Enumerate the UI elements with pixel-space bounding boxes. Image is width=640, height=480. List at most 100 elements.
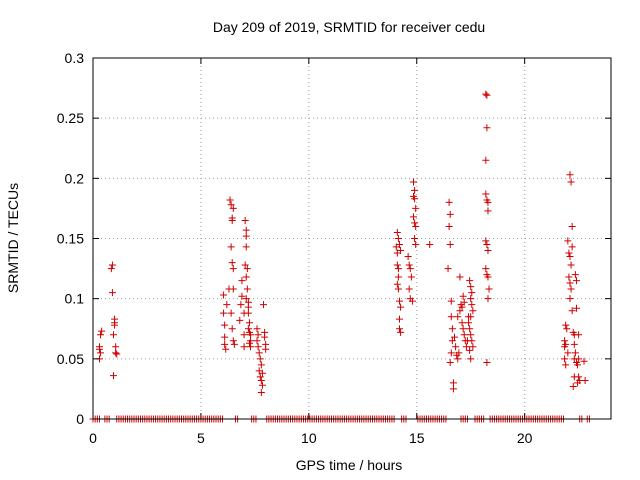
data-point	[253, 337, 261, 345]
data-point	[445, 222, 453, 230]
data-point	[575, 331, 583, 339]
data-point	[245, 319, 253, 327]
data-point	[467, 313, 475, 321]
data-point	[112, 343, 120, 351]
data-point	[468, 301, 476, 309]
data-point	[241, 216, 249, 224]
data-point	[244, 303, 252, 311]
data-point	[482, 156, 490, 164]
data-point	[484, 273, 492, 281]
data-point	[483, 241, 491, 249]
data-point	[112, 349, 120, 357]
data-point	[240, 343, 248, 351]
data-point	[561, 355, 569, 363]
chart-title: Day 209 of 2019, SRMTID for receiver ced…	[213, 19, 485, 35]
data-point	[242, 273, 250, 281]
data-point	[483, 124, 491, 132]
data-point	[254, 331, 262, 339]
data-point	[397, 328, 405, 336]
data-point	[405, 285, 413, 293]
data-point	[484, 295, 492, 303]
data-point	[393, 228, 401, 236]
data-point	[572, 304, 580, 312]
data-point	[257, 389, 265, 397]
data-point	[95, 345, 103, 353]
data-point	[561, 337, 569, 345]
data-point	[467, 355, 475, 363]
data-point	[242, 232, 250, 240]
data-point	[468, 289, 476, 297]
data-point	[220, 309, 228, 317]
y-tick-label: 0	[76, 411, 84, 427]
data-point	[395, 241, 403, 249]
data-point	[410, 178, 418, 186]
data-point	[408, 297, 416, 305]
data-point	[229, 265, 237, 273]
data-point	[254, 343, 262, 351]
data-point	[484, 207, 492, 215]
data-point	[242, 295, 250, 303]
data-point	[567, 261, 575, 269]
data-point	[394, 265, 402, 273]
data-point	[563, 325, 571, 333]
data-point	[242, 243, 250, 251]
data-point	[247, 331, 255, 339]
data-point	[568, 222, 576, 230]
data-point	[572, 277, 580, 285]
data-point	[394, 285, 402, 293]
data-point	[110, 372, 118, 380]
data-point	[459, 325, 467, 333]
data-point	[460, 298, 468, 306]
data-point	[575, 355, 583, 363]
data-point	[467, 295, 475, 303]
data-point	[227, 201, 235, 209]
data-point	[460, 331, 468, 339]
data-point	[111, 319, 119, 327]
data-point	[565, 249, 573, 257]
data-point	[256, 355, 264, 363]
data-point	[571, 349, 579, 357]
data-point	[229, 337, 237, 345]
y-axis-label: SRMTID / TECUs	[5, 183, 21, 293]
data-point	[483, 91, 491, 99]
data-point	[447, 349, 455, 357]
data-point	[411, 186, 419, 194]
data-point	[230, 340, 238, 348]
data-point	[397, 303, 405, 311]
data-point	[566, 295, 574, 303]
data-point	[241, 261, 249, 269]
data-point	[562, 361, 570, 369]
data-point	[240, 331, 248, 339]
x-tick-label: 0	[89, 430, 97, 446]
data-point	[426, 241, 434, 249]
data-point	[451, 333, 459, 341]
y-tick-label: 0.1	[65, 291, 85, 307]
x-tick-label: 5	[197, 430, 205, 446]
data-point	[446, 358, 454, 366]
data-point	[567, 178, 575, 186]
data-point	[227, 243, 235, 251]
x-axis-label: GPS time / hours	[296, 457, 403, 473]
data-point	[236, 316, 244, 324]
data-point	[567, 285, 575, 293]
data-point	[395, 297, 403, 305]
data-point	[574, 379, 582, 387]
data-point	[242, 226, 250, 234]
data-point	[445, 198, 453, 206]
data-point	[466, 346, 474, 354]
data-point	[482, 265, 490, 273]
data-point	[469, 343, 477, 351]
data-point	[257, 376, 265, 384]
data-point	[395, 325, 403, 333]
data-point	[221, 333, 229, 341]
data-point	[97, 331, 105, 339]
data-point	[238, 277, 246, 285]
data-point	[237, 301, 245, 309]
data-point	[462, 343, 470, 351]
data-point	[568, 307, 576, 315]
data-point	[223, 301, 231, 309]
data-point	[226, 196, 234, 204]
y-tick-label: 0.05	[57, 351, 84, 367]
data-point	[564, 349, 572, 357]
data-point	[574, 361, 582, 369]
